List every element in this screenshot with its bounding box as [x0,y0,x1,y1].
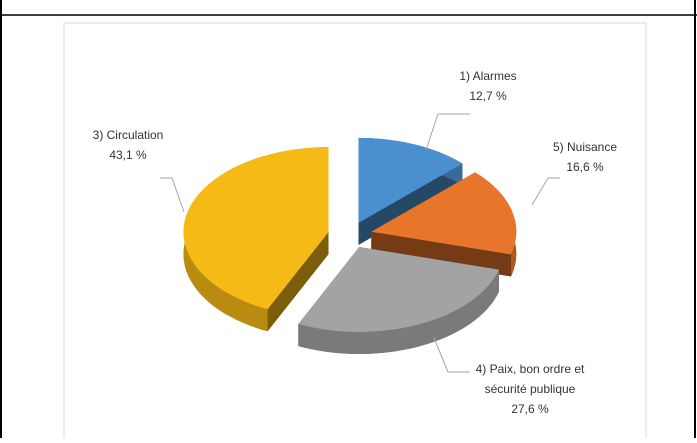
label-line: 4) Paix, bon ordre et [476,362,585,376]
slice-label: 1) Alarmes [459,69,516,83]
slice-face [267,232,329,332]
slice-label: 5) Nuisance [553,140,617,154]
slice-label: 4) Paix, bon ordre et sécurité publique [476,362,585,396]
slice-label: 3) Circulation [93,128,164,142]
slice-face [371,231,512,277]
chart-area [63,22,647,443]
leaders [160,113,560,373]
slice [298,246,499,332]
slice-value-label: 12,7 % [469,89,507,103]
slice-value-label: 16,6 % [566,160,604,174]
pie [183,137,517,354]
slice [371,172,517,255]
slice-value-label: 43,1 % [109,148,147,162]
label-line: sécurité publique [485,382,576,396]
slice [183,147,329,310]
slice [358,137,463,223]
slice-wall [298,269,499,354]
slice-value-label: 27,6 % [511,402,549,416]
